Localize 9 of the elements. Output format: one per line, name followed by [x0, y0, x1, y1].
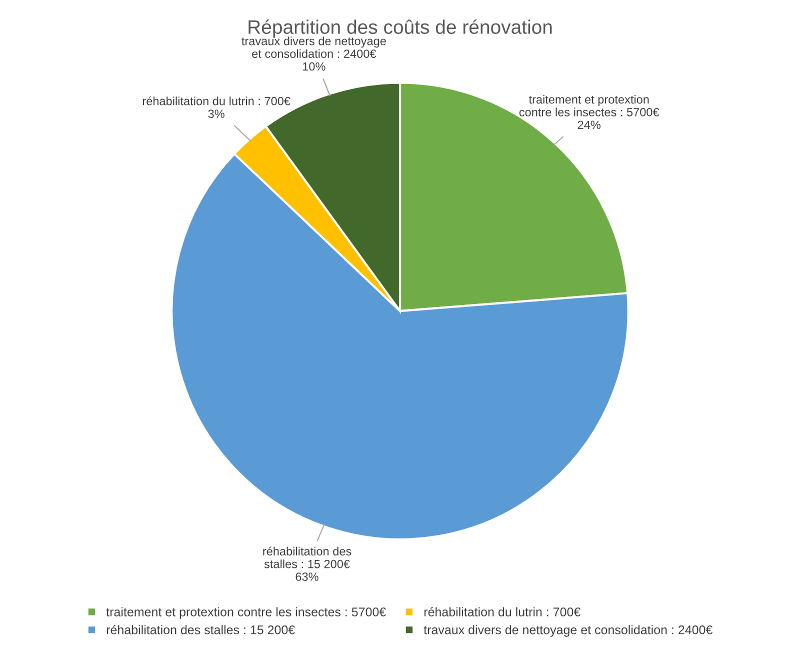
legend-label: réhabilitation des stalles : 15 200€	[106, 624, 295, 634]
legend-label: réhabilitation du lutrin : 700€	[424, 607, 580, 616]
legend-label: travaux divers de nettoyage et consolidation : 2400€	[424, 625, 712, 637]
chart-title: Répartition des coûts de rénovation	[248, 19, 552, 38]
data-label: travaux divers de nettoyage et consolidation : 2400€ 10%	[242, 36, 386, 71]
legend-label: traitement et protextion contre les insectes : 5700€	[106, 607, 386, 619]
data-label: traitement et protextion contre les insectes : 5700€ 24%	[519, 94, 660, 130]
data-label: réhabilitation des stalles : 15 200€ 63%	[263, 546, 352, 581]
data-label: réhabilitation du lutrin : 700€ 3%	[142, 96, 290, 118]
